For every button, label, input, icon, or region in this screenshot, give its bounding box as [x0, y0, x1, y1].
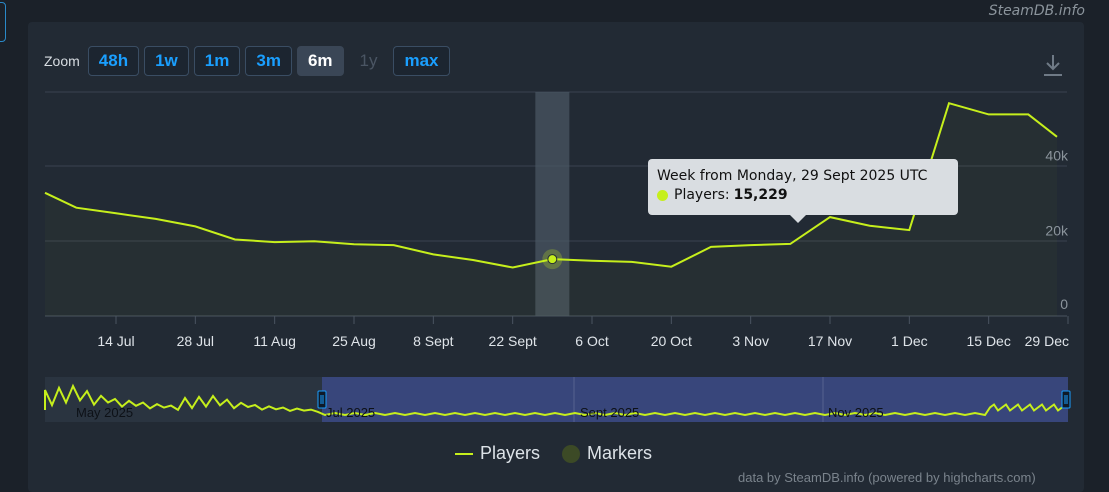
players-line-icon [455, 452, 473, 455]
zoom-1m-button[interactable]: 1m [193, 46, 241, 76]
zoom-1y-button: 1y [359, 51, 378, 70]
x-tick-label: 15 Dec [966, 333, 1010, 349]
zoom-48h-button[interactable]: 48h [87, 46, 140, 76]
navigator-label: Jul 2025 [326, 405, 375, 420]
zoom-6m-button[interactable]: 6m [296, 46, 344, 76]
x-tick-label: 6 Oct [575, 333, 609, 349]
x-tick-label: 20 Oct [651, 333, 692, 349]
hover-point [547, 254, 558, 265]
y-tick-label: 20k [1045, 222, 1069, 238]
tooltip-value: 15,229 [733, 187, 788, 203]
x-tick-label: 14 Jul [97, 333, 134, 349]
tooltip-series-label: Players: [674, 187, 730, 203]
legend-markers-label: Markers [587, 443, 653, 463]
x-tick-label: 8 Sept [413, 333, 454, 349]
y-axis-labels: 0 20k 40k [1045, 148, 1069, 312]
navigator-handle-right[interactable] [1061, 390, 1071, 409]
navigator: May 2025 Jul 2025 Sept 2025 Nov 2025 [44, 377, 1071, 422]
navigator-handle-left[interactable] [317, 390, 327, 409]
x-tick-label: 25 Aug [332, 333, 376, 349]
navigator-series [44, 383, 1067, 417]
y-tick-label: 40k [1045, 148, 1069, 164]
zoom-1w-button[interactable]: 1w [144, 46, 189, 76]
legend-item-markers[interactable]: Markers [562, 443, 652, 464]
steamdb-brand: SteamDB.info [988, 3, 1085, 19]
credit-text: data by SteamDB.info (powered by highcha… [738, 470, 1036, 485]
x-tick-label: 28 Jul [177, 333, 214, 349]
hover-crosshair-band [535, 92, 570, 316]
navigator-label: Sept 2025 [580, 405, 639, 420]
zoom-max-button[interactable]: max [393, 46, 450, 76]
navigator-label: May 2025 [76, 405, 133, 420]
legend-item-players[interactable]: Players [455, 443, 540, 464]
y-tick-label: 0 [1060, 296, 1068, 312]
x-tick-label: 29 Dec [1025, 333, 1069, 349]
zoom-3m-button[interactable]: 3m [245, 46, 292, 76]
left-edge-button[interactable] [0, 2, 6, 42]
x-tick-label: 1 Dec [891, 333, 928, 349]
tooltip-series-dot [657, 189, 668, 201]
tooltip: Week from Monday, 29 Sept 2025 UTC Playe… [648, 159, 958, 223]
legend: Players Markers [455, 443, 674, 464]
x-tick-label: 17 Nov [808, 333, 852, 349]
zoom-label: Zoom [44, 53, 80, 69]
x-axis-ticks: 14 Jul 28 Jul 11 Aug 25 Aug 8 Sept 22 Sept 6 O… [97, 316, 1069, 349]
markers-dot-icon [562, 444, 581, 463]
x-tick-label: 3 Nov [732, 333, 769, 349]
player-chart: 14 Jul 28 Jul 11 Aug 25 Aug 8 Sept 22 Sept 6 O… [44, 91, 1071, 422]
navigator-label: Nov 2025 [828, 405, 884, 420]
tooltip-line: Players: 15,229 [657, 185, 949, 205]
zoom-bar: Zoom 48h 1w 1m 3m 6m 1y max [44, 45, 455, 77]
navigator-selection[interactable] [322, 377, 1068, 422]
x-tick-label: 11 Aug [253, 333, 296, 349]
legend-players-label: Players [480, 443, 541, 463]
download-icon[interactable] [1040, 52, 1066, 78]
tooltip-title: Week from Monday, 29 Sept 2025 UTC [657, 168, 928, 184]
x-tick-label: 22 Sept [489, 333, 537, 349]
